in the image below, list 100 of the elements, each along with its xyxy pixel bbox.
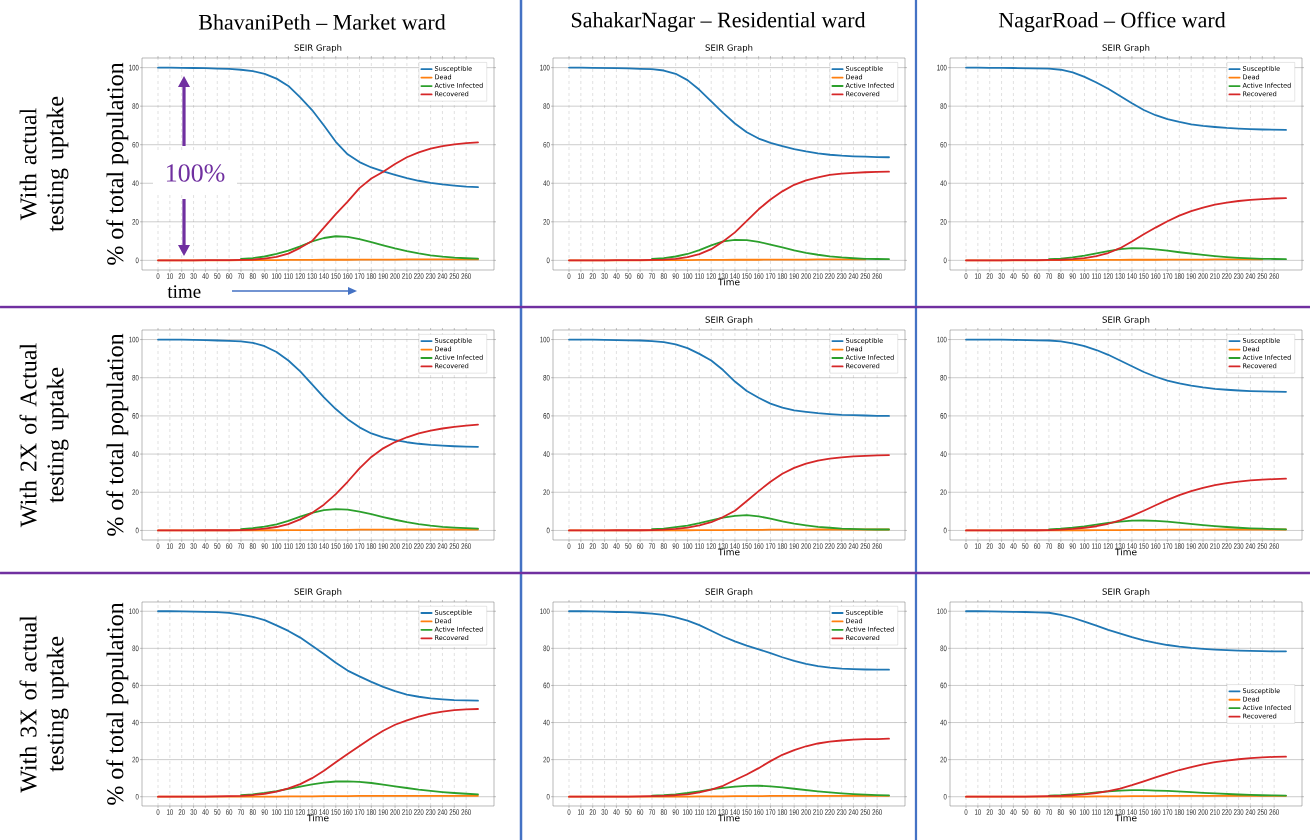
x-tick-label: 170	[354, 543, 365, 549]
x-tick-label: 190	[789, 809, 799, 815]
chart-title: SEIR Graph	[705, 44, 753, 53]
x-tick-label: 200	[801, 543, 811, 549]
x-tick-label: 150	[331, 809, 341, 815]
y-tick-label: 100	[129, 64, 139, 71]
x-tick-label: 60	[226, 809, 233, 815]
x-tick-label: 160	[343, 273, 353, 279]
y-tick-label: 40	[940, 451, 947, 457]
x-tick-label: 150	[1139, 543, 1149, 549]
y-tick-label: 0	[943, 257, 947, 264]
x-tick-label: 250	[860, 809, 871, 815]
x-tick-label: 210	[1210, 543, 1220, 549]
x-tick-label: 170	[354, 809, 365, 815]
y-tick-label: 100	[540, 64, 550, 71]
x-tick-label: 180	[1174, 809, 1185, 815]
y-tick-label: 100	[937, 336, 947, 343]
x-tick-label: 200	[1198, 809, 1208, 815]
x-tick-label: 160	[754, 273, 764, 279]
x-tick-label: 70	[237, 273, 245, 279]
x-tick-label: 60	[1034, 809, 1041, 815]
x-tick-label: 50	[625, 809, 632, 815]
x-tick-label: 10	[166, 809, 173, 815]
x-tick-label: 220	[414, 543, 424, 549]
x-tick-label: 10	[577, 543, 584, 549]
x-tick-label: 160	[1151, 809, 1161, 815]
x-tick-label: 40	[202, 273, 209, 279]
x-tick-label: 150	[331, 273, 341, 279]
x-tick-label: 110	[1092, 543, 1101, 549]
x-tick-label: 0	[964, 543, 968, 549]
x-tick-label: 20	[178, 809, 185, 815]
y-tick-label: 0	[943, 527, 947, 534]
x-tick-label: 150	[742, 273, 752, 279]
x-tick-label: 180	[1174, 273, 1185, 279]
x-tick-label: 120	[1103, 273, 1113, 279]
y-tick-label: 80	[132, 645, 139, 652]
text: NagarRoad – Office ward	[998, 11, 1226, 33]
x-tick-label: 250	[449, 543, 460, 549]
x-tick-label: 70	[1045, 273, 1053, 279]
x-tick-label: 220	[1222, 273, 1232, 279]
x-tick-label: 50	[625, 273, 632, 279]
annotation: 100%	[166, 164, 225, 182]
x-tick-label: 10	[974, 273, 981, 279]
text: SahakarNagar – Residential ward	[571, 11, 866, 32]
x-tick-label: 80	[1057, 273, 1064, 279]
y-tick-label: 60	[132, 413, 139, 419]
y-tick-label: 80	[940, 645, 947, 652]
x-tick-label: 170	[354, 273, 365, 279]
x-tick-label: 20	[986, 809, 993, 815]
x-tick-label: 200	[390, 809, 400, 815]
x-tick-label: 110	[284, 273, 293, 279]
x-tick-label: 20	[589, 809, 596, 815]
x-tick-label: 260	[1269, 273, 1279, 279]
x-tick-label: 170	[765, 809, 776, 815]
x-tick-label: 240	[848, 809, 859, 815]
y-tick-label: 60	[132, 141, 139, 148]
y-tick-label: 80	[543, 645, 550, 652]
y-tick-label: 40	[132, 180, 139, 187]
x-tick-label: 170	[1162, 543, 1173, 549]
x-tick-label: 190	[378, 273, 388, 279]
x-tick-label: 260	[461, 543, 471, 549]
y-tick-label: 60	[543, 413, 550, 419]
x-tick-label: 120	[295, 273, 305, 279]
x-tick-label: 130	[307, 273, 317, 279]
x-tick-label: 220	[825, 543, 835, 549]
x-tick-label: 180	[366, 809, 377, 815]
x-tick-label: 30	[601, 273, 608, 279]
y-tick-label: 40	[543, 180, 550, 187]
x-tick-label: 210	[813, 543, 823, 549]
x-tick-label: 240	[1245, 273, 1256, 279]
x-tick-label: 120	[1103, 543, 1113, 549]
x-tick-label: 50	[625, 543, 632, 549]
x-tick-label: 90	[672, 273, 679, 279]
x-tick-label: 140	[730, 273, 740, 279]
x-tick-label: 120	[295, 809, 305, 815]
x-tick-label: 150	[1139, 273, 1149, 279]
x-tick-label: 130	[1115, 543, 1125, 549]
x-tick-label: 20	[986, 543, 993, 549]
line-series	[651, 239, 890, 261]
x-tick-label: 190	[1186, 809, 1196, 815]
text: With 3X of actual testing uptake	[19, 615, 69, 793]
x-tick-label: 10	[974, 543, 981, 549]
x-tick-label: 260	[461, 809, 471, 815]
y-tick-label: 40	[543, 719, 550, 726]
x-tick-label: 240	[437, 543, 448, 549]
x-tick-label: 260	[872, 809, 882, 815]
chart-title: SEIR Graph	[294, 588, 342, 597]
y-tick-label: 40	[132, 719, 139, 726]
x-tick-label: 250	[1257, 809, 1268, 815]
x-tick-label: 0	[156, 273, 160, 279]
x-tick-label: 80	[249, 809, 256, 815]
x-tick-label: 20	[589, 273, 596, 279]
x-tick-label: 250	[449, 273, 460, 279]
x-tick-label: 120	[295, 543, 305, 549]
x-tick-label: 190	[378, 809, 388, 815]
y-tick-label: 0	[546, 527, 550, 534]
x-tick-label: 90	[672, 809, 679, 815]
y-tick-label: 40	[543, 451, 550, 457]
x-tick-label: 100	[1079, 273, 1090, 279]
x-tick-label: 80	[660, 809, 667, 815]
